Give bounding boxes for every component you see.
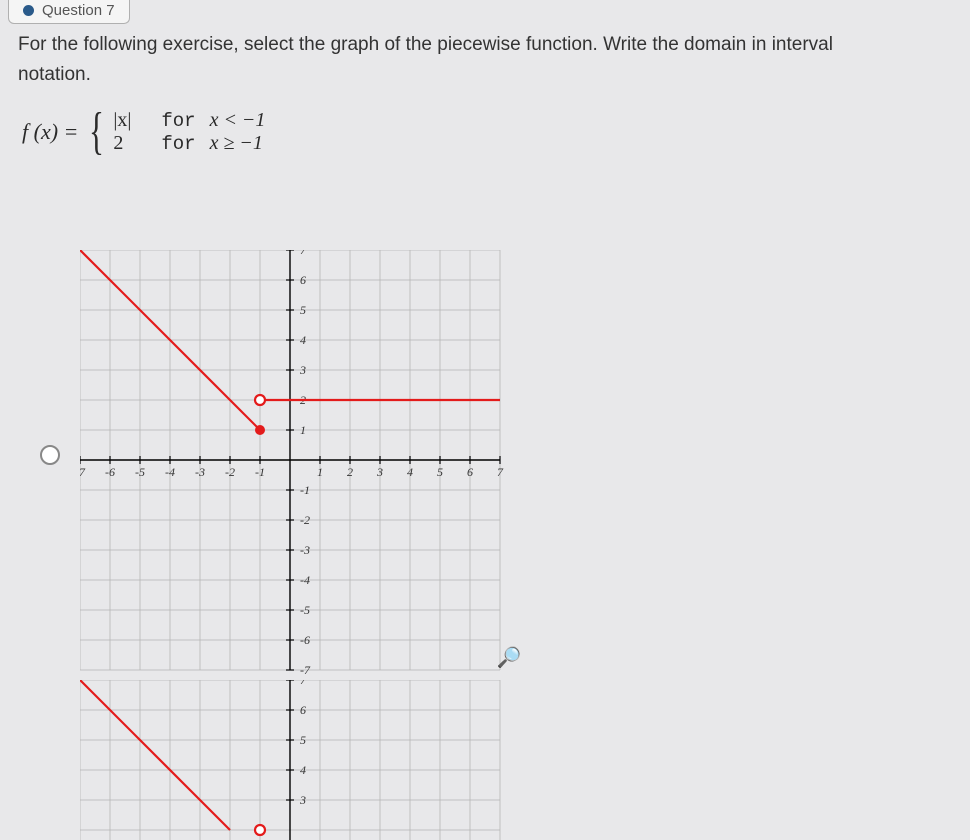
prompt-line-1: For the following exercise, select the g… bbox=[18, 34, 833, 55]
prompt-line-2: notation. bbox=[18, 64, 91, 85]
svg-text:-7: -7 bbox=[80, 465, 86, 479]
graph-option-1[interactable]: -7-6-5-4-3-2-11234567-7-6-5-4-3-2-112345… bbox=[80, 250, 520, 680]
svg-text:-4: -4 bbox=[165, 465, 175, 479]
equation-lhs: f (x) = bbox=[22, 119, 78, 145]
zoom-icon[interactable]: 🔍 bbox=[497, 645, 522, 670]
graph-1-svg: -7-6-5-4-3-2-11234567-7-6-5-4-3-2-112345… bbox=[80, 250, 520, 680]
svg-text:3: 3 bbox=[299, 363, 306, 377]
question-content: For the following exercise, select the g… bbox=[18, 30, 950, 183]
svg-text:1: 1 bbox=[317, 465, 323, 479]
svg-text:-1: -1 bbox=[255, 465, 265, 479]
status-dot bbox=[23, 5, 34, 16]
svg-text:-2: -2 bbox=[300, 513, 310, 527]
svg-text:6: 6 bbox=[300, 703, 306, 717]
question-tab-label: Question 7 bbox=[42, 2, 115, 19]
piece2-cond: x ≥ −1 bbox=[210, 132, 263, 155]
svg-text:1: 1 bbox=[300, 423, 306, 437]
svg-text:5: 5 bbox=[437, 465, 443, 479]
prompt-text: For the following exercise, select the g… bbox=[18, 30, 950, 91]
piece2-rule: 2 bbox=[113, 132, 151, 155]
svg-text:-6: -6 bbox=[105, 465, 115, 479]
svg-text:-7: -7 bbox=[300, 663, 311, 677]
svg-text:-2: -2 bbox=[225, 465, 235, 479]
svg-text:-3: -3 bbox=[195, 465, 205, 479]
piecewise-equation: f (x) = { |x| for x < −1 2 for x ≥ −1 bbox=[22, 109, 950, 155]
svg-text:3: 3 bbox=[299, 793, 306, 807]
svg-text:5: 5 bbox=[300, 303, 306, 317]
svg-text:6: 6 bbox=[300, 273, 306, 287]
svg-text:-6: -6 bbox=[300, 633, 310, 647]
svg-text:7: 7 bbox=[300, 250, 307, 257]
piece1-cond: x < −1 bbox=[210, 109, 266, 132]
svg-text:5: 5 bbox=[300, 733, 306, 747]
piece2-for: for bbox=[161, 133, 195, 155]
question-tab[interactable]: Question 7 bbox=[8, 0, 130, 24]
piece1-for: for bbox=[161, 110, 195, 132]
option-1-radio[interactable] bbox=[40, 445, 60, 465]
svg-text:7: 7 bbox=[497, 465, 504, 479]
svg-text:-3: -3 bbox=[300, 543, 310, 557]
svg-text:-1: -1 bbox=[300, 483, 310, 497]
svg-text:4: 4 bbox=[300, 333, 306, 347]
svg-text:6: 6 bbox=[467, 465, 473, 479]
brace-icon: { bbox=[89, 116, 104, 147]
svg-text:-4: -4 bbox=[300, 573, 310, 587]
svg-text:-5: -5 bbox=[300, 603, 310, 617]
svg-text:4: 4 bbox=[407, 465, 413, 479]
svg-text:4: 4 bbox=[300, 763, 306, 777]
svg-text:7: 7 bbox=[300, 680, 307, 687]
piece1-rule: |x| bbox=[113, 109, 151, 132]
graph-2-svg: 3 4 5 6 7 bbox=[80, 680, 520, 840]
svg-text:3: 3 bbox=[376, 465, 383, 479]
svg-text:2: 2 bbox=[347, 465, 353, 479]
graph-option-2[interactable]: 3 4 5 6 7 bbox=[80, 680, 520, 840]
svg-text:-5: -5 bbox=[135, 465, 145, 479]
